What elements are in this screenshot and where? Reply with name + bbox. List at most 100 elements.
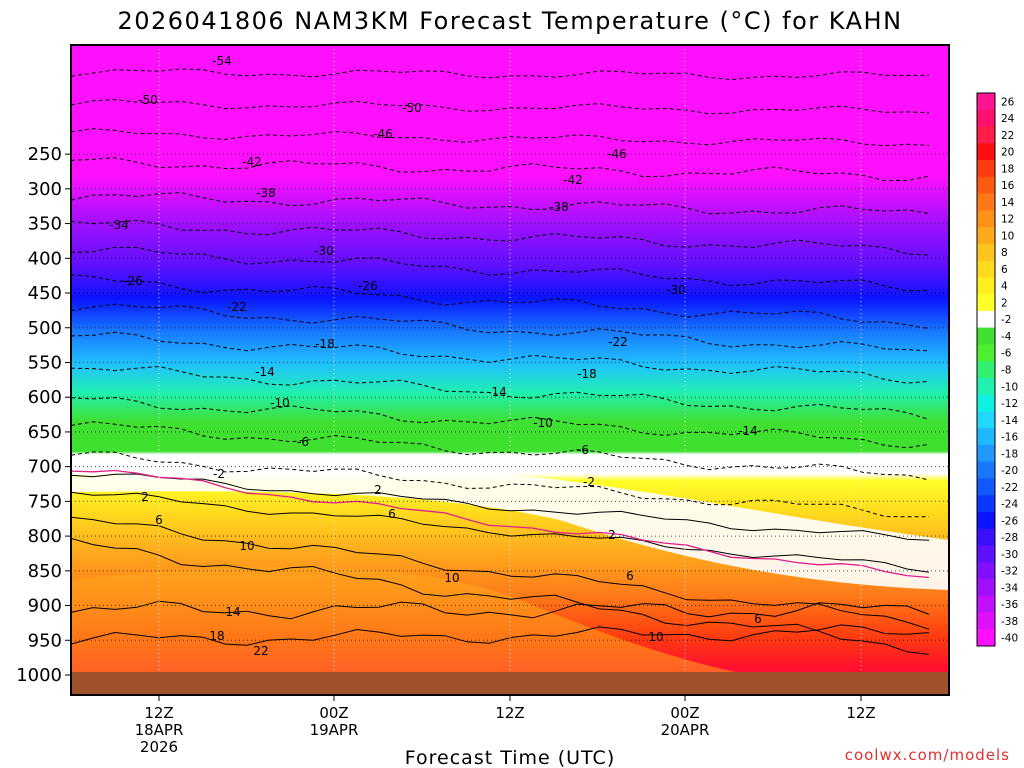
contour-label: -34 (109, 218, 129, 232)
colorbar: 26 24 22 20 18 16 14 12 10 8 6 4 2 -2 -4 -6 -8 -10 -12 -14 -… (976, 92, 1018, 647)
contour-label: -50 (138, 93, 158, 107)
y-tick-label: 400 (28, 248, 62, 269)
contour-label: 10 (648, 630, 663, 644)
y-axis: 250 300 350 400 450 500 550 600 650 700 750 800 850 9… (16, 144, 71, 686)
isotherm-line (71, 128, 930, 147)
contour-label: -46 (607, 147, 627, 161)
colorbar-swatch (977, 511, 995, 530)
freezing-band (71, 470, 949, 590)
contour-label: 2 (141, 490, 149, 504)
colorbar-swatch (977, 545, 995, 563)
y-tick-label: 950 (28, 630, 62, 651)
colorbar-label: -2 (1001, 314, 1011, 326)
colorbar-label: 2 (1001, 297, 1008, 309)
colorbar-swatch (977, 143, 995, 161)
contour-label: 6 (626, 569, 634, 583)
colorbar-label: -12 (1001, 398, 1018, 410)
colorbar-swatch (977, 193, 995, 211)
colorbar-swatch (977, 277, 995, 295)
colorbar-label: 12 (1001, 214, 1014, 226)
colorbar-swatch (977, 411, 995, 429)
colorbar-swatch (977, 109, 995, 128)
contour-label: 6 (388, 507, 396, 521)
y-tick-label: 450 (28, 283, 62, 304)
colorbar-swatch (977, 562, 995, 580)
contour-label: 22 (253, 644, 268, 658)
y-tick-label: 900 (28, 596, 62, 617)
contour-label: -10 (533, 416, 553, 430)
colorbar-label: -22 (1001, 482, 1018, 494)
isotherm-line (71, 396, 930, 449)
colorbar-label: -30 (1001, 549, 1018, 561)
contour-label: -18 (577, 367, 597, 381)
x-tick-label: 18APR (135, 721, 184, 739)
contour-label: -10 (270, 396, 290, 410)
isotherm-line (71, 491, 930, 573)
colorbar-swatch (977, 93, 995, 111)
colorbar-label: -36 (1001, 599, 1018, 611)
ground-layer (71, 672, 949, 695)
colorbar-swatch (977, 294, 995, 312)
colorbar-label: 8 (1001, 247, 1008, 259)
x-tick-label: 12Z (495, 704, 524, 722)
colorbar-label: 18 (1001, 163, 1014, 175)
colorbar-label: 14 (1001, 197, 1015, 209)
colorbar-label: -32 (1001, 566, 1018, 578)
colorbar-frame (976, 92, 996, 647)
contour-label: -22 (227, 300, 247, 314)
y-tick-label: 600 (28, 387, 62, 408)
x-tick-label: 12Z (846, 704, 875, 722)
contour-label: -46 (373, 127, 393, 141)
colorbar-swatch (977, 578, 995, 597)
isotherm-line (71, 451, 930, 518)
colorbar-swatch (977, 227, 995, 245)
credit-text: coolwx.com/models (845, 746, 1010, 764)
contour-label: -14 (738, 424, 758, 438)
contour-label: 14 (225, 605, 240, 619)
x-tick-label: 00Z (319, 704, 348, 722)
contour-label: -26 (358, 279, 378, 293)
colorbar-label: -20 (1001, 465, 1018, 477)
plot-area: -54-50-50-46-46-42-42-38-38-34-30-30-26-… (71, 45, 949, 695)
colorbar-label: 10 (1001, 230, 1014, 242)
x-tick-label: 20APR (661, 721, 710, 739)
contour-label: 10 (239, 539, 254, 553)
colorbar-swatch (977, 394, 995, 412)
contour-label: 6 (754, 612, 762, 626)
isotherm-line (71, 331, 930, 384)
y-tick-label: 1000 (16, 665, 62, 686)
colorbar-swatch (977, 176, 995, 195)
colorbar-label: -26 (1001, 515, 1018, 527)
colorbar-label: -4 (1001, 331, 1012, 343)
contour-label: -54 (212, 54, 232, 68)
isotherm-line (71, 473, 930, 541)
colorbar-swatch (977, 461, 995, 479)
isotherm-line (71, 516, 930, 630)
warm-layer-band (71, 566, 949, 695)
colorbar-label: 16 (1001, 180, 1015, 192)
y-tick-label: 550 (28, 352, 62, 373)
y-tick-label: 250 (28, 144, 62, 165)
colorbar-swatch (977, 243, 995, 262)
colorbar-label: -34 (1001, 582, 1018, 594)
isotherm-line (71, 219, 930, 256)
isotherm-line (71, 365, 930, 420)
colorbar-swatch (977, 528, 995, 546)
contour-label: -50 (402, 101, 422, 115)
contour-label: 18 (209, 629, 224, 643)
x-tick-label: 12Z (144, 704, 173, 722)
contour-label: -6 (577, 443, 589, 457)
contour-label: 6 (155, 513, 163, 527)
contour-label: -2 (213, 467, 225, 481)
colorbar-swatch (977, 160, 995, 178)
colorbar-label: -28 (1001, 532, 1018, 544)
colorbar-swatch (977, 495, 995, 513)
x-tick-label: 2026 (140, 738, 178, 756)
contour-lines (71, 68, 930, 655)
colorbar-swatch (977, 629, 995, 647)
isotherm-line (71, 421, 930, 481)
isotherm-line (71, 274, 930, 330)
y-tick-label: 650 (28, 422, 62, 443)
isotherm-line (71, 68, 930, 81)
